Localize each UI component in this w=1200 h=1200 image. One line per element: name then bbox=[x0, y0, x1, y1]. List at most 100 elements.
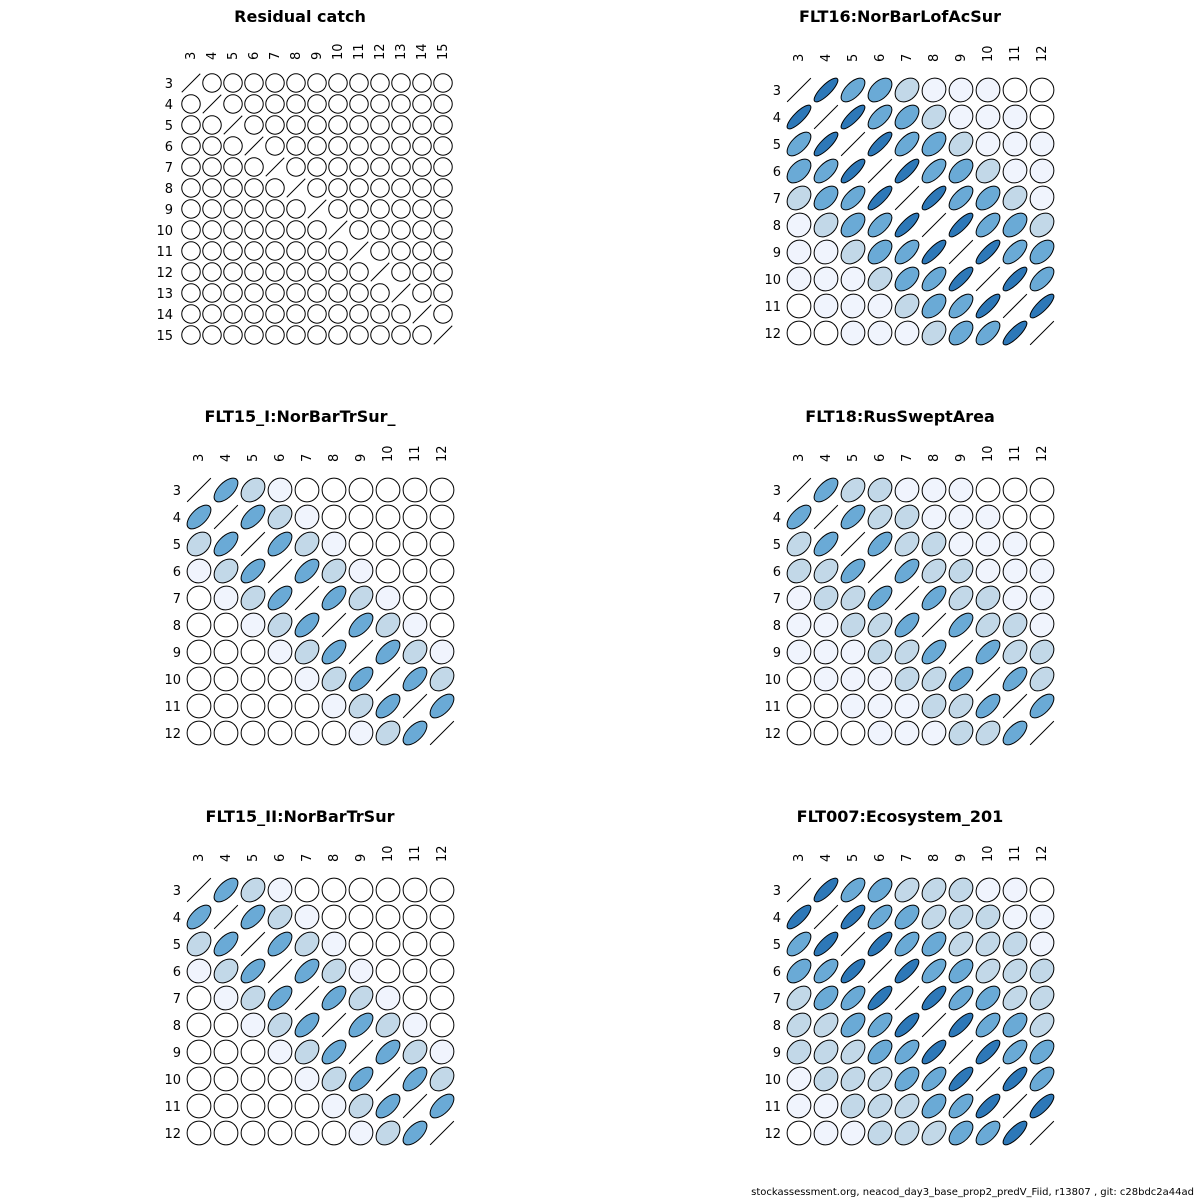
corr-ellipse bbox=[402, 958, 428, 984]
col-label: 4 bbox=[819, 454, 834, 462]
row-label: 11 bbox=[764, 1100, 781, 1115]
corr-ellipse bbox=[294, 504, 320, 530]
diagonal-mark bbox=[391, 283, 411, 303]
row-label: 10 bbox=[764, 273, 781, 288]
corr-ellipse bbox=[948, 877, 974, 903]
corr-ellipse bbox=[433, 73, 453, 93]
corr-ellipse bbox=[321, 585, 347, 611]
corr-ellipse bbox=[244, 220, 264, 240]
col-label: 3 bbox=[192, 454, 207, 462]
corr-ellipse bbox=[391, 94, 411, 114]
col-label: 5 bbox=[846, 454, 861, 462]
corr-ellipse bbox=[321, 958, 347, 984]
row-label: 8 bbox=[173, 1019, 181, 1034]
diagonal-mark bbox=[321, 1012, 347, 1038]
corr-ellipse bbox=[975, 558, 1001, 584]
corr-ellipse bbox=[223, 178, 243, 198]
corr-ellipse bbox=[948, 266, 974, 292]
corr-ellipse bbox=[370, 283, 390, 303]
corr-ellipse bbox=[265, 262, 285, 282]
corr-ellipse bbox=[975, 1093, 1001, 1119]
corr-ellipse bbox=[894, 1039, 920, 1065]
corr-ellipse bbox=[213, 558, 239, 584]
corr-ellipse bbox=[894, 639, 920, 665]
col-label: 9 bbox=[954, 454, 969, 462]
corr-ellipse bbox=[1029, 639, 1055, 665]
diagonal-mark bbox=[321, 612, 347, 638]
corr-ellipse bbox=[202, 136, 222, 156]
corr-ellipse bbox=[348, 504, 374, 530]
corr-ellipse bbox=[894, 504, 920, 530]
corr-ellipse bbox=[429, 904, 455, 930]
col-label: 3 bbox=[792, 454, 807, 462]
corr-ellipse bbox=[429, 1066, 455, 1092]
corr-ellipse bbox=[244, 73, 264, 93]
corr-ellipse bbox=[921, 1066, 947, 1092]
corr-ellipse bbox=[213, 612, 239, 638]
corr-ellipse bbox=[244, 262, 264, 282]
corr-ellipse bbox=[948, 477, 974, 503]
corr-ellipse bbox=[1029, 1066, 1055, 1092]
corr-ellipse bbox=[402, 1012, 428, 1038]
corr-ellipse bbox=[975, 320, 1001, 346]
corr-ellipse bbox=[786, 985, 812, 1011]
row-label: 3 bbox=[773, 484, 781, 499]
corr-ellipse bbox=[786, 104, 812, 130]
corr-ellipse bbox=[1002, 877, 1028, 903]
corr-ellipse bbox=[391, 241, 411, 261]
corr-ellipse bbox=[921, 158, 947, 184]
corr-ellipse bbox=[813, 693, 839, 719]
col-label: 7 bbox=[300, 454, 315, 462]
corr-ellipse bbox=[412, 94, 432, 114]
corr-ellipse bbox=[286, 220, 306, 240]
corr-ellipse bbox=[894, 720, 920, 746]
corr-ellipse bbox=[375, 639, 401, 665]
corr-ellipse bbox=[307, 136, 327, 156]
col-label: 11 bbox=[1008, 845, 1023, 862]
corr-ellipse bbox=[375, 958, 401, 984]
corr-ellipse bbox=[267, 1120, 293, 1146]
corr-ellipse bbox=[186, 612, 212, 638]
corr-ellipse bbox=[1029, 931, 1055, 957]
corr-ellipse bbox=[286, 157, 306, 177]
corr-ellipse bbox=[223, 73, 243, 93]
corr-ellipse bbox=[402, 931, 428, 957]
col-label: 4 bbox=[819, 854, 834, 862]
col-label: 9 bbox=[354, 454, 369, 462]
col-label: 12 bbox=[1035, 845, 1050, 862]
corr-ellipse bbox=[348, 477, 374, 503]
corr-ellipse bbox=[975, 904, 1001, 930]
corr-ellipse bbox=[786, 1039, 812, 1065]
col-label: 8 bbox=[327, 454, 342, 462]
panel-title: FLT007:Ecosystem_201 bbox=[797, 807, 1004, 826]
corr-ellipse bbox=[202, 262, 222, 282]
corr-ellipse bbox=[402, 877, 428, 903]
diagonal-mark bbox=[265, 157, 285, 177]
col-label: 5 bbox=[846, 54, 861, 62]
corr-ellipse bbox=[429, 531, 455, 557]
corr-ellipse bbox=[867, 531, 893, 557]
corr-ellipse bbox=[223, 199, 243, 219]
diagonal-mark bbox=[349, 241, 369, 261]
corr-ellipse bbox=[370, 115, 390, 135]
diagonal-mark bbox=[948, 1039, 974, 1065]
corr-ellipse bbox=[375, 1012, 401, 1038]
corr-ellipse bbox=[813, 1012, 839, 1038]
row-label: 12 bbox=[764, 727, 781, 742]
corr-ellipse bbox=[840, 693, 866, 719]
corr-ellipse bbox=[948, 558, 974, 584]
corr-ellipse bbox=[391, 262, 411, 282]
corr-ellipse bbox=[223, 325, 243, 345]
corr-ellipse bbox=[186, 558, 212, 584]
diagonal-mark bbox=[1002, 693, 1028, 719]
corr-ellipse bbox=[1002, 477, 1028, 503]
corr-ellipse bbox=[186, 1093, 212, 1119]
corr-ellipse bbox=[786, 320, 812, 346]
diagonal-mark bbox=[267, 558, 293, 584]
diagonal-mark bbox=[813, 904, 839, 930]
corr-ellipse bbox=[370, 304, 390, 324]
corr-ellipse bbox=[349, 136, 369, 156]
corr-ellipse bbox=[840, 1120, 866, 1146]
corr-ellipse bbox=[840, 639, 866, 665]
corr-ellipse bbox=[402, 904, 428, 930]
